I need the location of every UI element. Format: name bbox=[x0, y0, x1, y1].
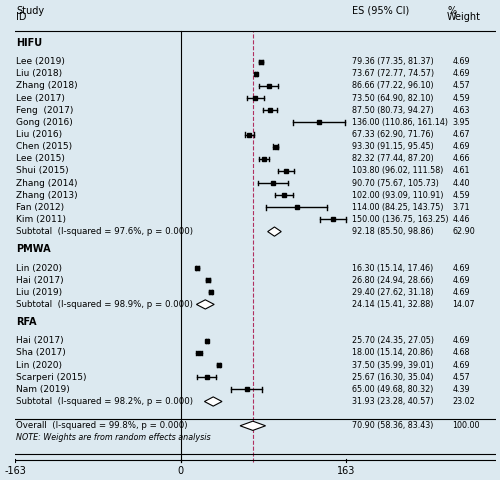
Text: 4.46: 4.46 bbox=[452, 215, 469, 224]
Text: 16.30 (15.14, 17.46): 16.30 (15.14, 17.46) bbox=[352, 264, 433, 273]
Polygon shape bbox=[240, 421, 266, 431]
Text: 150.00 (136.75, 163.25): 150.00 (136.75, 163.25) bbox=[352, 215, 448, 224]
Text: 70.90 (58.36, 83.43): 70.90 (58.36, 83.43) bbox=[352, 421, 433, 430]
Text: 31.93 (23.28, 40.57): 31.93 (23.28, 40.57) bbox=[352, 397, 433, 406]
Text: 73.67 (72.77, 74.57): 73.67 (72.77, 74.57) bbox=[352, 69, 434, 78]
Text: .: . bbox=[16, 313, 18, 320]
Text: Lee (2019): Lee (2019) bbox=[16, 57, 65, 66]
Text: Hai (2017): Hai (2017) bbox=[16, 276, 64, 285]
Polygon shape bbox=[196, 300, 214, 309]
Text: Liu (2016): Liu (2016) bbox=[16, 130, 62, 139]
Text: 29.40 (27.62, 31.18): 29.40 (27.62, 31.18) bbox=[352, 288, 433, 297]
Text: %: % bbox=[447, 6, 456, 15]
Text: 114.00 (84.25, 143.75): 114.00 (84.25, 143.75) bbox=[352, 203, 443, 212]
Text: 4.59: 4.59 bbox=[452, 94, 470, 103]
Text: 4.69: 4.69 bbox=[452, 360, 470, 370]
Text: 25.67 (16.30, 35.04): 25.67 (16.30, 35.04) bbox=[352, 373, 433, 382]
Text: 24.14 (15.41, 32.88): 24.14 (15.41, 32.88) bbox=[352, 300, 433, 309]
Text: Chen (2015): Chen (2015) bbox=[16, 142, 72, 151]
Text: Subtotal  (I-squared = 97.6%, p = 0.000): Subtotal (I-squared = 97.6%, p = 0.000) bbox=[16, 227, 193, 236]
Text: Subtotal  (I-squared = 98.9%, p = 0.000): Subtotal (I-squared = 98.9%, p = 0.000) bbox=[16, 300, 193, 309]
Text: Shui (2015): Shui (2015) bbox=[16, 167, 68, 175]
Text: HIFU: HIFU bbox=[16, 38, 42, 48]
Text: Lin (2020): Lin (2020) bbox=[16, 360, 62, 370]
Text: 163: 163 bbox=[337, 466, 355, 476]
Text: Lin (2020): Lin (2020) bbox=[16, 264, 62, 273]
Text: Zhang (2018): Zhang (2018) bbox=[16, 82, 78, 90]
Text: 4.63: 4.63 bbox=[452, 106, 469, 115]
Polygon shape bbox=[268, 227, 281, 236]
Text: 4.69: 4.69 bbox=[452, 142, 470, 151]
Text: Hai (2017): Hai (2017) bbox=[16, 336, 64, 345]
Text: Zhang (2013): Zhang (2013) bbox=[16, 191, 78, 200]
Text: Study: Study bbox=[16, 6, 44, 15]
Text: Subtotal  (I-squared = 98.2%, p = 0.000): Subtotal (I-squared = 98.2%, p = 0.000) bbox=[16, 397, 193, 406]
Text: 25.70 (24.35, 27.05): 25.70 (24.35, 27.05) bbox=[352, 336, 434, 345]
Text: 4.69: 4.69 bbox=[452, 276, 470, 285]
Text: Nam (2019): Nam (2019) bbox=[16, 385, 70, 394]
Text: Scarperi (2015): Scarperi (2015) bbox=[16, 373, 86, 382]
Text: 4.69: 4.69 bbox=[452, 336, 470, 345]
Text: Lee (2015): Lee (2015) bbox=[16, 154, 65, 163]
Text: Gong (2016): Gong (2016) bbox=[16, 118, 73, 127]
Text: PMWA: PMWA bbox=[16, 244, 50, 254]
Text: 136.00 (110.86, 161.14): 136.00 (110.86, 161.14) bbox=[352, 118, 448, 127]
Text: Overall  (I-squared = 99.8%, p = 0.000): Overall (I-squared = 99.8%, p = 0.000) bbox=[16, 421, 188, 430]
Text: 65.00 (49.68, 80.32): 65.00 (49.68, 80.32) bbox=[352, 385, 433, 394]
Text: 82.32 (77.44, 87.20): 82.32 (77.44, 87.20) bbox=[352, 154, 434, 163]
Text: 4.68: 4.68 bbox=[452, 348, 469, 358]
Text: 4.59: 4.59 bbox=[452, 191, 470, 200]
Text: Feng  (2017): Feng (2017) bbox=[16, 106, 74, 115]
Text: ES (95% CI): ES (95% CI) bbox=[352, 6, 409, 15]
Text: 4.57: 4.57 bbox=[452, 373, 470, 382]
Text: 86.66 (77.22, 96.10): 86.66 (77.22, 96.10) bbox=[352, 82, 433, 90]
Polygon shape bbox=[204, 397, 222, 406]
Text: 4.57: 4.57 bbox=[452, 82, 470, 90]
Text: 90.70 (75.67, 105.73): 90.70 (75.67, 105.73) bbox=[352, 179, 438, 188]
Text: ID: ID bbox=[16, 12, 26, 22]
Text: RFA: RFA bbox=[16, 317, 36, 327]
Text: Liu (2019): Liu (2019) bbox=[16, 288, 62, 297]
Text: 93.30 (91.15, 95.45): 93.30 (91.15, 95.45) bbox=[352, 142, 434, 151]
Text: 23.02: 23.02 bbox=[452, 397, 475, 406]
Text: 62.90: 62.90 bbox=[452, 227, 475, 236]
Text: 4.67: 4.67 bbox=[452, 130, 470, 139]
Text: 79.36 (77.35, 81.37): 79.36 (77.35, 81.37) bbox=[352, 57, 434, 66]
Text: .: . bbox=[16, 411, 18, 417]
Text: 3.71: 3.71 bbox=[452, 203, 470, 212]
Text: Weight: Weight bbox=[447, 12, 481, 22]
Text: 4.69: 4.69 bbox=[452, 264, 470, 273]
Text: 4.69: 4.69 bbox=[452, 288, 470, 297]
Text: 67.33 (62.90, 71.76): 67.33 (62.90, 71.76) bbox=[352, 130, 433, 139]
Text: 26.80 (24.94, 28.66): 26.80 (24.94, 28.66) bbox=[352, 276, 433, 285]
Text: -163: -163 bbox=[4, 466, 26, 476]
Text: 4.39: 4.39 bbox=[452, 385, 470, 394]
Text: 18.00 (15.14, 20.86): 18.00 (15.14, 20.86) bbox=[352, 348, 433, 358]
Text: Zhang (2014): Zhang (2014) bbox=[16, 179, 78, 188]
Text: Sha (2017): Sha (2017) bbox=[16, 348, 66, 358]
Text: NOTE: Weights are from random effects analysis: NOTE: Weights are from random effects an… bbox=[16, 433, 210, 443]
Text: 4.61: 4.61 bbox=[452, 167, 469, 175]
Text: 4.40: 4.40 bbox=[452, 179, 469, 188]
Text: 14.07: 14.07 bbox=[452, 300, 475, 309]
Text: 3.95: 3.95 bbox=[452, 118, 470, 127]
Text: 0: 0 bbox=[178, 466, 184, 476]
Text: 73.50 (64.90, 82.10): 73.50 (64.90, 82.10) bbox=[352, 94, 433, 103]
Text: 4.69: 4.69 bbox=[452, 69, 470, 78]
Text: 103.80 (96.02, 111.58): 103.80 (96.02, 111.58) bbox=[352, 167, 443, 175]
Text: 4.69: 4.69 bbox=[452, 57, 470, 66]
Text: Liu (2018): Liu (2018) bbox=[16, 69, 62, 78]
Text: 4.66: 4.66 bbox=[452, 154, 469, 163]
Text: 87.50 (80.73, 94.27): 87.50 (80.73, 94.27) bbox=[352, 106, 434, 115]
Text: .: . bbox=[16, 241, 18, 247]
Text: Fan (2012): Fan (2012) bbox=[16, 203, 64, 212]
Text: 102.00 (93.09, 110.91): 102.00 (93.09, 110.91) bbox=[352, 191, 443, 200]
Text: 37.50 (35.99, 39.01): 37.50 (35.99, 39.01) bbox=[352, 360, 434, 370]
Text: Lee (2017): Lee (2017) bbox=[16, 94, 65, 103]
Text: 100.00: 100.00 bbox=[452, 421, 479, 430]
Text: 92.18 (85.50, 98.86): 92.18 (85.50, 98.86) bbox=[352, 227, 433, 236]
Text: Kim (2011): Kim (2011) bbox=[16, 215, 66, 224]
